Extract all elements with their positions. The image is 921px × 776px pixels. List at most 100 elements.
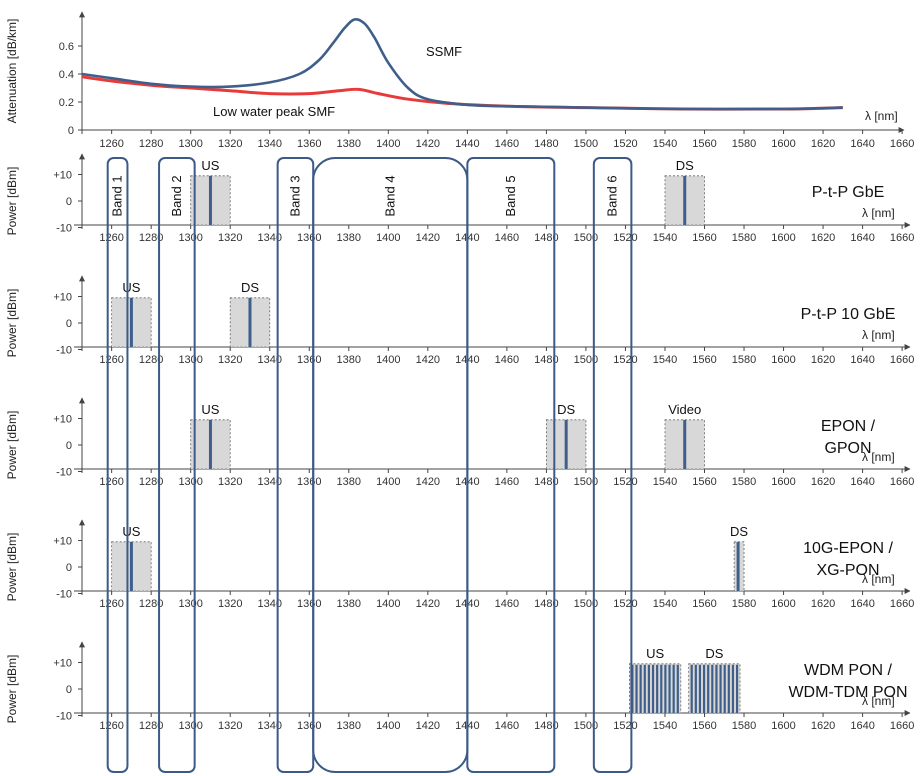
power-x-tick-label: 1400	[376, 598, 400, 610]
power-x-tick-label: 1360	[297, 598, 321, 610]
signal-label: US	[122, 524, 140, 539]
power-x-tick-label: 1540	[653, 354, 677, 366]
power-x-tick-label: 1360	[297, 720, 321, 732]
band-label-5: Band 5	[503, 175, 518, 216]
attenuation-x-tick-label: 1620	[811, 138, 835, 150]
power-x-tick-label: 1500	[574, 232, 598, 244]
attenuation-x-tick-label: 1460	[495, 138, 519, 150]
attenuation-x-tick-label: 1520	[613, 138, 637, 150]
power-y-label: Power [dBm]	[5, 655, 19, 724]
power-x-tick-label: 1660	[890, 476, 914, 488]
power-x-tick-label: 1520	[613, 598, 637, 610]
power-x-tick-label: 1300	[178, 232, 202, 244]
power-y-tick-label: +10	[53, 414, 72, 426]
power-x-tick-label: 1400	[376, 354, 400, 366]
series-line-ssmf	[81, 17, 843, 111]
band-label-1: Band 1	[110, 175, 125, 216]
power-x-tick-label: 1460	[495, 354, 519, 366]
power-x-tick-label: 1460	[495, 232, 519, 244]
power-x-tick-label: 1400	[376, 476, 400, 488]
power-y-tick-label: -10	[56, 223, 72, 235]
signal-label: Video	[668, 402, 701, 417]
power-x-tick-label: 1560	[692, 476, 716, 488]
power-x-tick-label: 1560	[692, 232, 716, 244]
power-x-tick-label: 1560	[692, 720, 716, 732]
power-x-tick-label: 1480	[534, 354, 558, 366]
attenuation-x-tick-label: 1500	[574, 138, 598, 150]
power-x-tick-label: 1380	[337, 598, 361, 610]
power-x-tick-label: 1260	[99, 232, 123, 244]
power-y-tick-label: 0	[66, 684, 72, 696]
power-panel-2: +10 0 -10 Power [dBm] 1260 1280 1300 1320 1340 13…	[5, 275, 914, 366]
power-y-label: Power [dBm]	[5, 411, 19, 480]
power-x-unit: λ [nm]	[862, 206, 895, 220]
power-y-tick-label: +10	[53, 536, 72, 548]
power-x-tick-label: 1280	[139, 476, 163, 488]
band-label-6: Band 6	[605, 175, 620, 216]
power-x-tick-label: 1660	[890, 598, 914, 610]
panel-title: WDM-TDM PON	[788, 684, 907, 701]
power-x-tick-label: 1620	[811, 354, 835, 366]
power-x-tick-label: 1580	[732, 354, 756, 366]
attenuation-x-tick-label: 1580	[732, 138, 756, 150]
power-x-tick-label: 1600	[771, 720, 795, 732]
power-x-tick-label: 1380	[337, 232, 361, 244]
power-x-tick-label: 1620	[811, 232, 835, 244]
attenuation-chart: 0 0.2 0.4 0.6 1260 1280 1300 1320 1340 1360 1380 14…	[5, 11, 914, 150]
power-x-tick-label: 1480	[534, 720, 558, 732]
power-x-tick-label: 1620	[811, 720, 835, 732]
power-x-tick-label: 1380	[337, 354, 361, 366]
power-panel-5: +10 0 -10 Power [dBm] 1260 1280 1300 1320 1340 13…	[5, 641, 914, 732]
signal-label: DS	[705, 646, 723, 661]
power-x-tick-label: 1640	[850, 354, 874, 366]
power-x-tick-label: 1340	[257, 598, 281, 610]
power-x-tick-label: 1420	[416, 354, 440, 366]
power-x-tick-label: 1260	[99, 598, 123, 610]
power-x-unit: λ [nm]	[862, 694, 895, 708]
power-x-tick-label: 1280	[139, 720, 163, 732]
power-x-tick-label: 1500	[574, 354, 598, 366]
power-x-tick-label: 1400	[376, 720, 400, 732]
attenuation-y-label: Attenuation [dB/km]	[5, 19, 19, 124]
power-x-tick-label: 1540	[653, 598, 677, 610]
attenuation-x-tick-label: 1260	[99, 138, 123, 150]
band-outline-6	[592, 157, 633, 773]
power-y-tick-label: -10	[56, 345, 72, 357]
band-outline-2	[158, 157, 196, 773]
power-x-unit: λ [nm]	[862, 328, 895, 342]
power-y-label: Power [dBm]	[5, 289, 19, 358]
power-x-tick-label: 1260	[99, 720, 123, 732]
signal-label: US	[122, 280, 140, 295]
attenuation-y-tick-label: 0	[68, 125, 74, 137]
power-x-tick-label: 1540	[653, 232, 677, 244]
power-x-tick-label: 1320	[218, 720, 242, 732]
power-y-tick-label: 0	[66, 562, 72, 574]
attenuation-y-tick-label: 0.6	[59, 41, 74, 53]
signal-label: DS	[557, 402, 575, 417]
band-label-2: Band 2	[169, 175, 184, 216]
band-label-4: Band 4	[382, 175, 397, 216]
signal-box-us	[629, 663, 682, 714]
power-x-tick-label: 1380	[337, 720, 361, 732]
band-overlay: Band 1 Band 2 Band 3 Band 4 Band 5 Band 6	[106, 157, 633, 773]
power-x-tick-label: 1300	[178, 720, 202, 732]
signal-label: US	[646, 646, 664, 661]
power-y-tick-label: +10	[53, 170, 72, 182]
attenuation-x-tick-label: 1540	[653, 138, 677, 150]
signal-label: DS	[676, 158, 694, 173]
power-x-tick-label: 1360	[297, 354, 321, 366]
power-x-tick-label: 1260	[99, 354, 123, 366]
power-x-tick-label: 1460	[495, 598, 519, 610]
low-water-peak-label: Low water peak SMF	[213, 104, 335, 119]
attenuation-x-tick-label: 1280	[139, 138, 163, 150]
power-x-tick-label: 1300	[178, 476, 202, 488]
power-x-tick-label: 1480	[534, 476, 558, 488]
power-y-tick-label: 0	[66, 318, 72, 330]
attenuation-x-tick-label: 1440	[455, 138, 479, 150]
power-x-tick-label: 1600	[771, 598, 795, 610]
power-x-tick-label: 1320	[218, 354, 242, 366]
power-x-unit: λ [nm]	[862, 572, 895, 586]
attenuation-x-tick-label: 1600	[771, 138, 795, 150]
attenuation-x-tick-label: 1560	[692, 138, 716, 150]
attenuation-x-unit: λ [nm]	[865, 109, 898, 123]
